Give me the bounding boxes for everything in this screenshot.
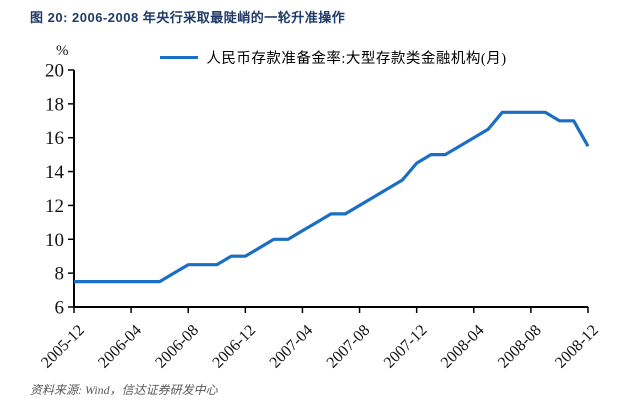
svg-text:14: 14 bbox=[45, 162, 65, 183]
svg-text:2007-04: 2007-04 bbox=[267, 322, 317, 372]
legend-line-swatch bbox=[160, 56, 199, 59]
svg-text:8: 8 bbox=[55, 264, 65, 285]
legend-label: 人民币存款准备金率:大型存款类金融机构(月) bbox=[206, 51, 507, 67]
figure-title: 图 20: 2006-2008 年央行采取最陡峭的一轮升准操作 bbox=[30, 10, 346, 25]
svg-text:20: 20 bbox=[45, 61, 64, 82]
svg-text:18: 18 bbox=[45, 94, 64, 115]
source-note: 资料来源: Wind，信达证券研发中心 bbox=[30, 383, 218, 397]
svg-text:2006-12: 2006-12 bbox=[209, 322, 259, 372]
svg-text:2008-08: 2008-08 bbox=[495, 322, 545, 372]
y-axis-unit-label: % bbox=[56, 43, 69, 59]
svg-text:2008-12: 2008-12 bbox=[552, 322, 602, 372]
svg-text:2006-04: 2006-04 bbox=[95, 322, 145, 372]
svg-text:2005-12: 2005-12 bbox=[38, 322, 88, 372]
line-chart: 6 8 10 12 14 16 18 20 2005-12 2006-04 2006-08 2006-… bbox=[38, 61, 602, 372]
svg-text:10: 10 bbox=[45, 230, 64, 251]
svg-text:6: 6 bbox=[55, 298, 65, 319]
svg-text:16: 16 bbox=[45, 128, 64, 149]
svg-text:2008-04: 2008-04 bbox=[438, 322, 488, 372]
svg-text:2006-08: 2006-08 bbox=[152, 322, 202, 372]
legend: 人民币存款准备金率:大型存款类金融机构(月) bbox=[50, 47, 617, 68]
svg-text:2007-12: 2007-12 bbox=[381, 322, 431, 372]
svg-text:2007-08: 2007-08 bbox=[324, 322, 374, 372]
svg-text:12: 12 bbox=[45, 196, 64, 217]
